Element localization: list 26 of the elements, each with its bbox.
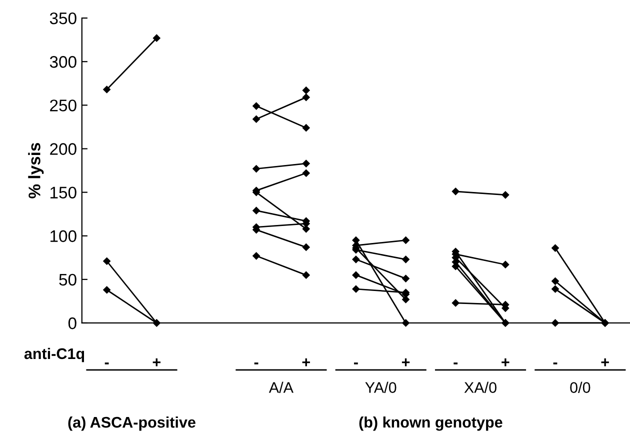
text: YA/0 <box>365 382 396 393</box>
y-tick-label: 350 <box>50 12 76 24</box>
y-tick-label: 300 <box>50 56 76 68</box>
text: A/A <box>268 382 294 393</box>
text: anti-C1q <box>24 348 84 362</box>
y-axis-title: % lysis <box>28 142 44 198</box>
y-tick-label: 150 <box>50 186 76 199</box>
text: (a) ASCA-positive <box>68 416 196 431</box>
y-tick-label: 50 <box>59 274 76 286</box>
x-tick-label: - <box>454 362 458 364</box>
x-tick-label: + <box>302 358 310 366</box>
x-tick-label: + <box>601 358 609 366</box>
y-tick-label: 200 <box>50 143 76 155</box>
y-tick-label: 100 <box>50 230 76 242</box>
text: XA/0 <box>464 382 496 393</box>
x-tick-label: - <box>104 362 109 364</box>
x-tick-label: - <box>254 362 258 364</box>
x-tick-label: + <box>502 358 510 366</box>
x-tick-label: + <box>152 358 160 366</box>
x-tick-label: - <box>553 362 558 364</box>
y-tick-label: 0 <box>68 317 76 330</box>
text: (b) known genotype <box>359 416 502 431</box>
x-tick-label: - <box>354 362 358 364</box>
y-tick-label: 250 <box>50 100 76 112</box>
x-tick-label: + <box>402 358 410 366</box>
text: 0/0 <box>570 382 590 393</box>
